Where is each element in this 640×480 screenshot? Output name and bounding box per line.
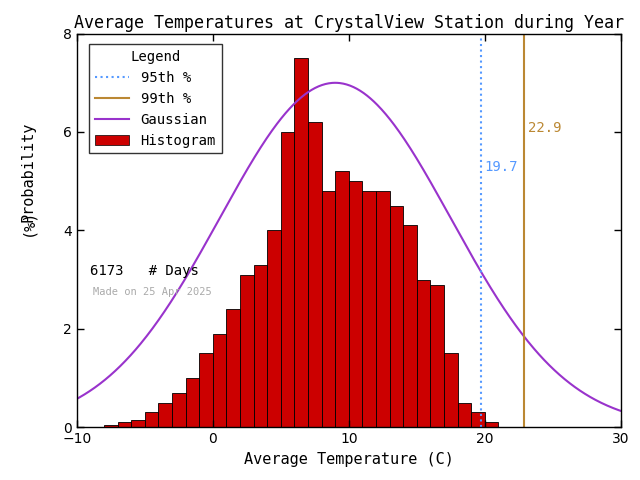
Bar [159, 403, 172, 427]
Bar [186, 378, 199, 427]
Bar [362, 191, 376, 427]
Bar [308, 122, 322, 427]
Bar [281, 132, 294, 427]
Text: 6173   # Days: 6173 # Days [90, 264, 199, 278]
Bar [118, 422, 131, 427]
Bar [349, 181, 362, 427]
Bar [403, 226, 417, 427]
Title: Average Temperatures at CrystalView Station during Year: Average Temperatures at CrystalView Stat… [74, 14, 624, 32]
Bar [227, 309, 240, 427]
Bar [471, 412, 485, 427]
Text: 22.9: 22.9 [529, 121, 562, 135]
Text: Probability: Probability [20, 121, 35, 222]
X-axis label: Average Temperature (C): Average Temperature (C) [244, 452, 454, 467]
Bar [172, 393, 186, 427]
Bar [145, 412, 159, 427]
Bar [458, 403, 471, 427]
Legend: 95th %, 99th %, Gaussian, Histogram: 95th %, 99th %, Gaussian, Histogram [89, 45, 221, 154]
Bar [104, 425, 118, 427]
Bar [253, 265, 268, 427]
Bar [322, 191, 335, 427]
Bar [294, 58, 308, 427]
Bar [199, 353, 212, 427]
Bar [417, 279, 431, 427]
Text: (%): (%) [20, 209, 35, 236]
Bar [131, 420, 145, 427]
Bar [376, 191, 390, 427]
Text: 19.7: 19.7 [485, 160, 518, 174]
Bar [431, 285, 444, 427]
Bar [268, 230, 281, 427]
Bar [390, 206, 403, 427]
Text: Made on 25 Apr 2025: Made on 25 Apr 2025 [93, 288, 212, 298]
Bar [444, 353, 458, 427]
Bar [335, 171, 349, 427]
Bar [240, 275, 253, 427]
Bar [212, 334, 227, 427]
Bar [485, 422, 499, 427]
